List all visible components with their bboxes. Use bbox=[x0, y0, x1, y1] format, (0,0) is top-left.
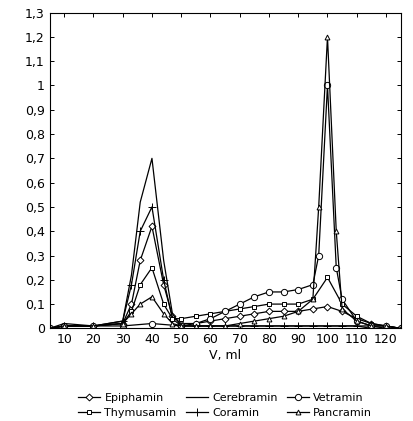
X-axis label: V, ml: V, ml bbox=[209, 349, 241, 362]
Y-axis label: E: E bbox=[10, 0, 19, 3]
Legend: Epiphamin, Thymusamin, Cerebramin, Coramin, Vetramin, Pancramin: Epiphamin, Thymusamin, Cerebramin, Coram… bbox=[74, 389, 376, 421]
